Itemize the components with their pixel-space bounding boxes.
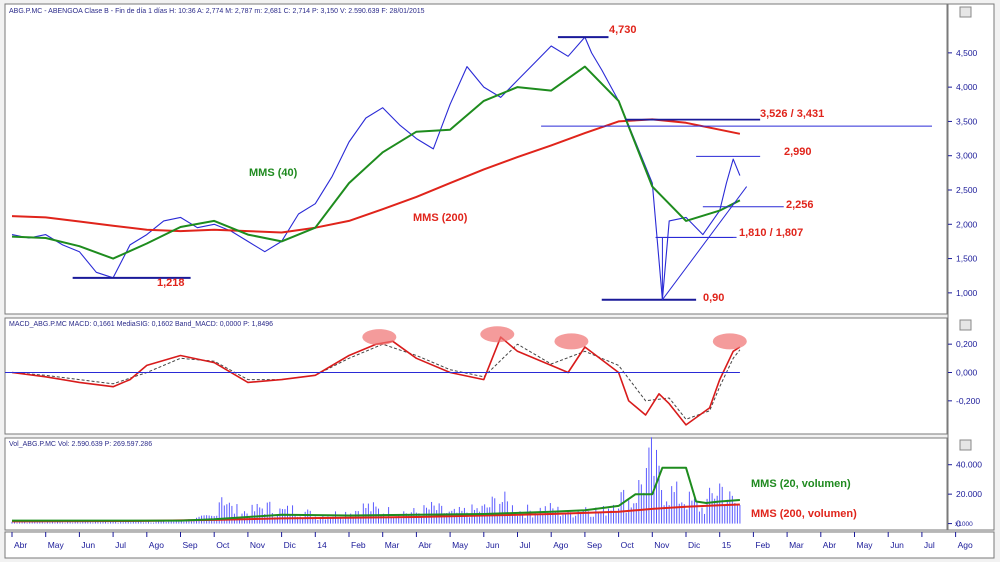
x-tick-label: Sep xyxy=(587,540,602,550)
x-tick-label: May xyxy=(857,540,874,550)
annotation-resistance: 3,526 / 3,431 xyxy=(760,108,824,120)
price-header: ABG.P.MC - ABENGOA Clase B - Fin de día … xyxy=(9,8,425,15)
x-tick-label: Sep xyxy=(183,540,198,550)
x-tick-label: Jul xyxy=(115,540,126,550)
x-tick-label: Abr xyxy=(14,540,27,550)
x-tick-label: Feb xyxy=(351,540,366,550)
annotation-high: 4,730 xyxy=(609,24,637,36)
x-tick-label: May xyxy=(452,540,469,550)
panel-button[interactable] xyxy=(959,439,972,451)
y-tick-label: 40.000 xyxy=(956,460,982,470)
volume-header: Vol_ABG.P.MC Vol: 2.590.639 P: 269.597.2… xyxy=(9,441,152,448)
price-line xyxy=(11,36,741,301)
x-tick-label: Abr xyxy=(418,540,431,550)
macd-header: MACD_ABG.P.MC MACD: 0,1661 MediaSIG: 0,1… xyxy=(9,321,273,328)
x-tick-label: May xyxy=(48,540,65,550)
macd-peak-highlight xyxy=(712,333,747,350)
x-tick-label: Jul xyxy=(924,540,935,550)
volume-multiplier: x1000 xyxy=(955,521,973,528)
y-tick-label: 2,500 xyxy=(956,185,978,195)
x-tick-label: Mar xyxy=(789,540,804,550)
price-panel xyxy=(4,3,948,315)
x-tick-label: Nov xyxy=(654,540,670,550)
label-mms20-volume: MMS (20, volumen) xyxy=(751,478,851,490)
trend-line xyxy=(662,186,748,301)
x-tick-label: Feb xyxy=(755,540,770,550)
x-tick-label: Jul xyxy=(520,540,531,550)
axis-ticks: 1,000 1,500 2,000 2,500 3,000 3,500 4,000 4,500… xyxy=(11,48,982,550)
y-tick-label: 4,500 xyxy=(956,48,978,58)
x-tick-label: Oct xyxy=(621,540,635,550)
macd-peak-highlight xyxy=(362,329,397,346)
y-tick-label: 1,500 xyxy=(956,254,978,264)
y-tick-label: 1,000 xyxy=(956,288,978,298)
annotation-2256: 2,256 xyxy=(786,199,814,211)
annotation-low-2014: 0,90 xyxy=(703,292,724,304)
y-tick-label: 0,200 xyxy=(956,339,978,349)
x-tick-label: Dic xyxy=(688,540,701,550)
mms40-line xyxy=(11,65,741,260)
x-tick-label: Ago xyxy=(553,540,568,550)
y-tick-label: 20.000 xyxy=(956,489,982,499)
x-tick-label: Jun xyxy=(81,540,95,550)
x-tick-label: Nov xyxy=(250,540,266,550)
x-tick-label: Oct xyxy=(216,540,230,550)
mms200-line xyxy=(11,118,741,234)
y-tick-label: 3,000 xyxy=(956,151,978,161)
x-tick-label: 14 xyxy=(317,540,327,550)
macd-signal-line xyxy=(11,343,741,420)
x-axis-strip xyxy=(4,531,995,559)
x-tick-label: Jun xyxy=(890,540,904,550)
panel-button[interactable] xyxy=(959,6,972,18)
x-tick-label: Mar xyxy=(385,540,400,550)
x-tick-label: Ago xyxy=(958,540,973,550)
vol-mms20-line xyxy=(12,466,740,522)
series-lines xyxy=(11,36,741,523)
x-tick-label: Jun xyxy=(486,540,500,550)
label-mms200-volume: MMS (200, volumen) xyxy=(751,508,857,520)
y-tick-label: 2,000 xyxy=(956,219,978,229)
y-tick-label: 0 xyxy=(956,519,961,529)
panel-button[interactable] xyxy=(959,319,972,331)
macd-peak-highlight xyxy=(554,333,589,350)
y-tick-label: -0,200 xyxy=(956,396,980,406)
y-tick-label: 4,000 xyxy=(956,82,978,92)
x-tick-label: Ago xyxy=(149,540,164,550)
label-mms200: MMS (200) xyxy=(413,212,468,224)
annotation-support: 1,810 / 1,807 xyxy=(739,227,803,239)
x-tick-label: Dic xyxy=(284,540,297,550)
y-tick-label: 0,000 xyxy=(956,368,978,378)
label-mms40: MMS (40) xyxy=(249,167,298,179)
macd-line xyxy=(11,336,741,426)
x-tick-label: Abr xyxy=(823,540,836,550)
annotation-2990: 2,990 xyxy=(784,146,812,158)
macd-peak-highlight xyxy=(480,326,515,343)
annotation-low-2013: 1,218 xyxy=(157,277,185,289)
x-tick-label: 15 xyxy=(722,540,732,550)
macd-panel xyxy=(4,317,948,435)
y-tick-label: 3,500 xyxy=(956,116,978,126)
annotations xyxy=(5,36,933,373)
